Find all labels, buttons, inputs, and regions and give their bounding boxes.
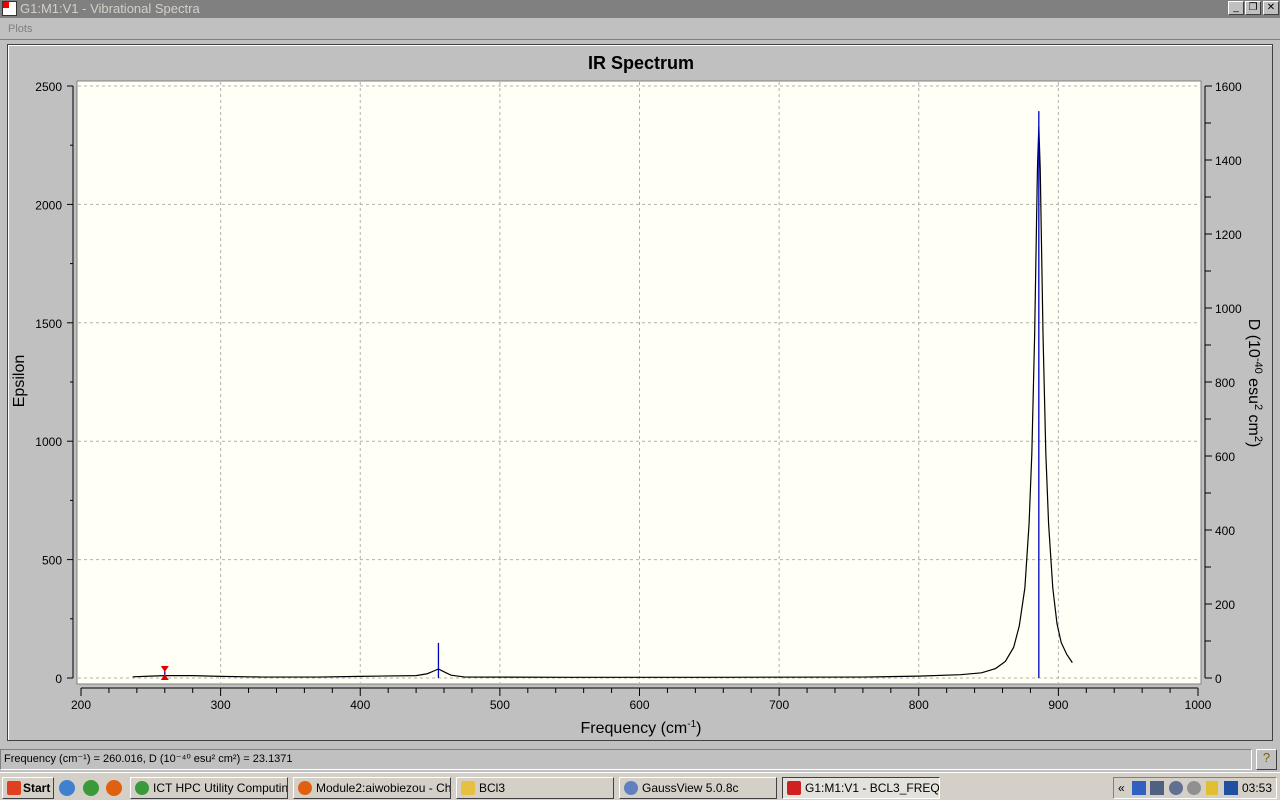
taskbar: Start ICT HPC Utility Computing... Modul… (0, 772, 1280, 800)
x-tick-label: 300 (211, 698, 231, 712)
task-label: BCl3 (479, 781, 506, 795)
start-label: Start (23, 781, 51, 795)
chart-title: IR Spectrum (588, 53, 694, 73)
menu-bar: Plots (0, 18, 1280, 40)
windows-logo-icon (7, 781, 21, 795)
maximize-button[interactable]: ❐ (1245, 1, 1261, 15)
chrome-quicklaunch-icon[interactable] (83, 780, 99, 796)
task-label: G1:M1:V1 - BCL3_FREQ.... (805, 781, 940, 795)
gaussview-doc-icon (787, 781, 801, 795)
marker-bottom (160, 674, 169, 680)
app-tray-icon[interactable] (1224, 781, 1238, 795)
grid (78, 82, 1200, 683)
app-icon (2, 1, 17, 16)
x-tick-label: 500 (490, 698, 510, 712)
chrome-icon (135, 781, 149, 795)
status-bar: Frequency (cm⁻¹) = 260.016, D (10⁻⁴⁰ esu… (0, 749, 1252, 770)
taskbar-button-module2[interactable]: Module2:aiwobiezou - Ch... (293, 777, 451, 799)
taskbar-button-gaussview[interactable]: GaussView 5.0.8c (619, 777, 777, 799)
start-button[interactable]: Start (2, 777, 54, 799)
y2-tick-label: 600 (1215, 450, 1235, 464)
axes: 0 500 1000 1500 2000 2500 0 200 400 600 800 1000 120… (35, 80, 1242, 712)
tray-expand-button[interactable]: « (1118, 781, 1125, 795)
x-tick-label: 800 (909, 698, 929, 712)
system-tray: « 03:53 (1113, 777, 1277, 799)
y2-tick-label: 1000 (1215, 302, 1242, 316)
ie-quicklaunch-icon[interactable] (59, 780, 75, 796)
task-label: ICT HPC Utility Computing... (153, 781, 288, 795)
y2-tick-label: 1600 (1215, 80, 1242, 94)
tool-icon[interactable] (1169, 781, 1183, 795)
spectrum-line (132, 126, 1073, 678)
network-icon[interactable] (1150, 781, 1164, 795)
marker-top (160, 666, 169, 672)
menu-plots[interactable]: Plots (8, 23, 33, 35)
series (132, 111, 1073, 680)
y-tick-label: 0 (55, 672, 62, 686)
x-tick-label: 400 (350, 698, 370, 712)
help-button[interactable]: ? (1256, 749, 1277, 770)
taskbar-button-bcl3-folder[interactable]: BCl3 (456, 777, 614, 799)
x-tick-label: 900 (1048, 698, 1068, 712)
x-tick-label: 600 (629, 698, 649, 712)
title-bar: G1:M1:V1 - Vibrational Spectra _ ❐ ✕ (0, 0, 1280, 18)
x-tick-label: 1000 (1185, 698, 1212, 712)
y2-axis-label: D (10-40 esu2 cm2) (1245, 319, 1264, 448)
y-tick-label: 2000 (35, 198, 62, 212)
ir-spectrum-chart[interactable]: IR Spectrum 0 500 1000 1500 2000 2500 0 200 400 6… (8, 45, 1274, 742)
gaussview-icon (624, 781, 638, 795)
y-tick-label: 2500 (35, 80, 62, 94)
x-axis-label: Frequency (cm-1) (581, 719, 702, 737)
y-tick-label: 1500 (35, 317, 62, 331)
chart-frame: IR Spectrum 0 500 1000 1500 2000 2500 0 200 400 6… (7, 44, 1273, 741)
y-tick-label: 500 (42, 554, 62, 568)
y2-tick-label: 1400 (1215, 154, 1242, 168)
task-label: Module2:aiwobiezou - Ch... (316, 781, 451, 795)
x-tick-label: 700 (769, 698, 789, 712)
clock: 03:53 (1242, 781, 1273, 795)
task-label: GaussView 5.0.8c (642, 781, 739, 795)
y2-tick-label: 0 (1215, 672, 1222, 686)
volume-icon[interactable] (1187, 781, 1201, 795)
firefox-icon (298, 781, 312, 795)
window-title: G1:M1:V1 - Vibrational Spectra (20, 1, 200, 16)
y2-tick-label: 400 (1215, 524, 1235, 538)
minimize-button[interactable]: _ (1228, 1, 1244, 15)
taskbar-button-ict-hpc[interactable]: ICT HPC Utility Computing... (130, 777, 288, 799)
firefox-quicklaunch-icon[interactable] (106, 780, 122, 796)
security-shield-icon[interactable] (1206, 781, 1218, 795)
y-tick-label: 1000 (35, 435, 62, 449)
x-tick-label: 200 (71, 698, 91, 712)
close-button[interactable]: ✕ (1263, 1, 1279, 15)
y-axis-label: Epsilon (11, 355, 28, 407)
taskbar-button-vibrational-spectra[interactable]: G1:M1:V1 - BCL3_FREQ.... (782, 777, 940, 799)
y2-tick-label: 1200 (1215, 228, 1242, 242)
folder-icon (461, 781, 475, 795)
vpn-icon[interactable] (1132, 781, 1146, 795)
y2-tick-label: 800 (1215, 376, 1235, 390)
y2-tick-label: 200 (1215, 598, 1235, 612)
